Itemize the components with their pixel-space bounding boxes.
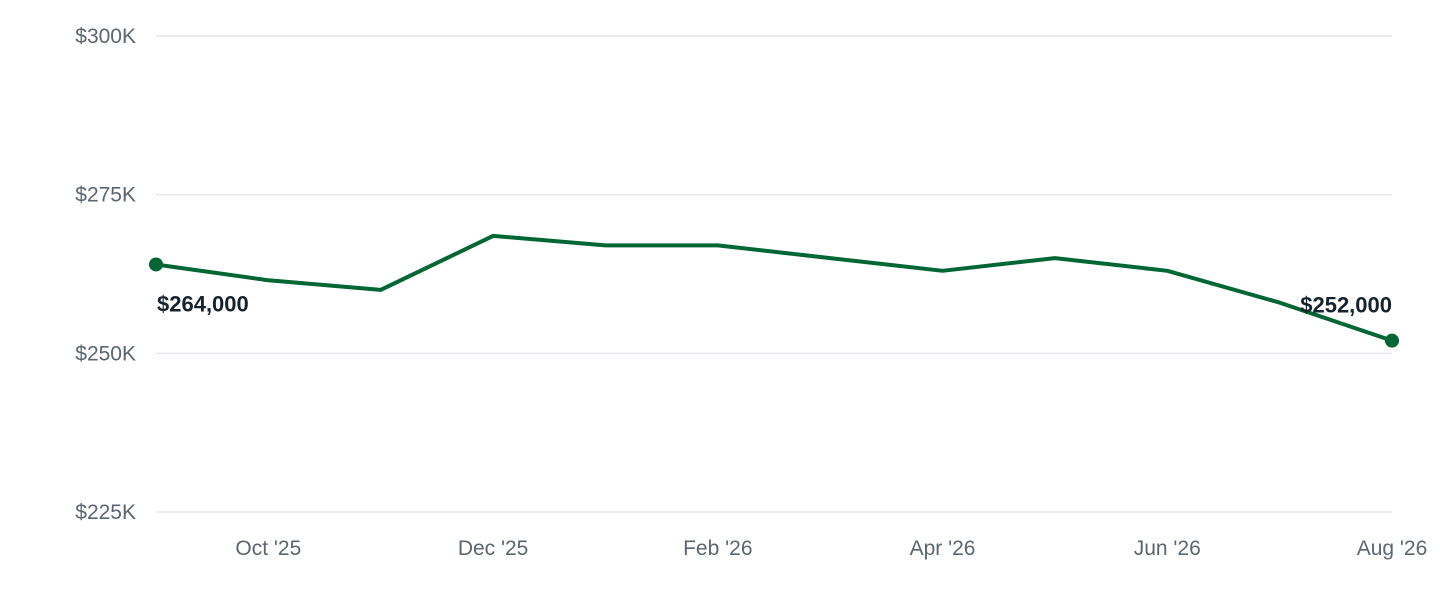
end-point-marker [1385,333,1399,348]
x-tick-label: Dec '25 [458,537,529,560]
x-tick-label: Aug '26 [1357,537,1428,560]
y-tick-label: $225K [75,501,136,524]
start-point-marker [149,257,163,272]
x-axis: Oct '25 Dec '25 Feb '26 Apr '26 Jun '26 Aug '… [235,537,1427,560]
x-tick-label: Oct '25 [235,537,301,560]
series-line [154,233,1394,343]
endpoint-labels: $264,000 $252,000 [157,291,1392,317]
y-tick-label: $300K [75,25,136,48]
y-tick-label: $275K [75,184,136,207]
y-axis: $225K $250K $275K $300K [75,25,136,524]
x-tick-label: Feb '26 [683,537,752,560]
start-value-label: $264,000 [157,291,249,316]
end-value-label: $252,000 [1300,293,1392,318]
series [149,233,1399,348]
x-tick-label: Jun '26 [1134,537,1201,560]
x-tick-label: Apr '26 [910,537,976,560]
y-tick-label: $250K [75,342,136,365]
gridlines [156,35,1392,513]
